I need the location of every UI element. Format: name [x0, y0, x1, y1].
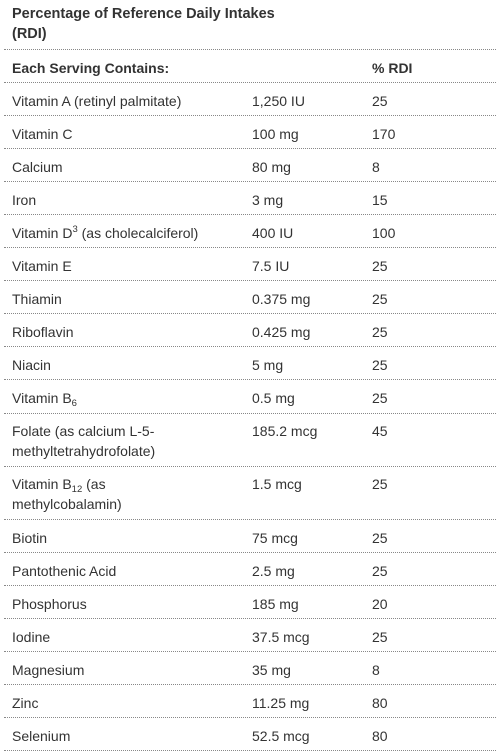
- nutrient-rdi: 25: [372, 530, 388, 546]
- nutrient-name: Vitamin C: [12, 126, 73, 142]
- table-row: Phosphorus 185 mg 20: [4, 585, 496, 619]
- nutrient-name: Selenium: [12, 728, 71, 744]
- nutrient-rdi: 25: [372, 563, 388, 579]
- table-header-row: Each Serving Contains: % RDI: [4, 49, 496, 83]
- nutrient-name: Biotin: [12, 530, 48, 546]
- nutrient-rdi: 8: [372, 159, 380, 175]
- nutrient-rdi: 25: [372, 629, 388, 645]
- table-row: Vitamin E 7.5 IU 25: [4, 247, 496, 281]
- nutrient-amount: 1.5 mcg: [252, 476, 302, 492]
- nutrient-amount: 0.425 mg: [252, 324, 311, 340]
- nutrient-rdi: 25: [372, 291, 388, 307]
- nutrient-name: Vitamin B6: [12, 388, 240, 408]
- nutrient-name: Iron: [12, 192, 37, 208]
- nutrient-name: Phosphorus: [12, 596, 87, 612]
- nutrient-amount: 3 mg: [252, 192, 284, 208]
- table-row: Vitamin B12 (as methylcobalamin) 1.5 mcg …: [4, 466, 496, 520]
- table-row: Pantothenic Acid 2.5 mg 25: [4, 552, 496, 586]
- nutrient-name: Riboflavin: [12, 324, 74, 340]
- nutrient-rdi: 25: [372, 93, 388, 109]
- name-text-suffix: (as cholecalciferol): [77, 225, 199, 241]
- name-text: Vitamin D: [12, 225, 73, 241]
- header-rdi: % RDI: [372, 60, 413, 76]
- nutrient-amount: 0.375 mg: [252, 291, 311, 307]
- nutrient-rdi: 45: [372, 423, 388, 439]
- nutrient-rdi: 15: [372, 192, 388, 208]
- name-line-1: Vitamin B12 (as: [12, 474, 240, 494]
- nutrient-amount: 5 mg: [252, 357, 284, 373]
- name-subscript: 6: [71, 398, 77, 409]
- nutrient-amount: 35 mg: [252, 662, 291, 678]
- nutrient-amount: 80 mg: [252, 159, 291, 175]
- nutrient-rdi: 25: [372, 258, 388, 274]
- table-row: Niacin 5 mg 25: [4, 346, 496, 380]
- nutrient-rdi: 25: [372, 476, 388, 492]
- nutrient-amount: 400 IU: [252, 225, 294, 241]
- nutrient-name: Calcium: [12, 159, 63, 175]
- nutrient-amount: 100 mg: [252, 126, 299, 142]
- nutrient-amount: 1,250 IU: [252, 93, 305, 109]
- table-row: Iron 3 mg 15: [4, 181, 496, 215]
- nutrient-rdi: 170: [372, 126, 396, 142]
- nutrient-rdi: 100: [372, 225, 396, 241]
- table-row: Selenium 52.5 mcg 80: [4, 717, 496, 751]
- nutrient-rdi: 80: [372, 728, 388, 744]
- nutrient-amount: 185.2 mcg: [252, 423, 318, 439]
- table-row: Vitamin D3 (as cholecalciferol) 400 IU 1…: [4, 214, 496, 248]
- table-title: Percentage of Reference Daily Intakes (R…: [12, 6, 275, 42]
- table-row: Vitamin B6 0.5 mg 25: [4, 379, 496, 414]
- table-row: Biotin 75 mcg 25: [4, 519, 496, 553]
- table-row: Zinc 11.25 mg 80: [4, 684, 496, 718]
- nutrient-amount: 2.5 mg: [252, 563, 295, 579]
- nutrient-rdi: 25: [372, 390, 388, 406]
- nutrient-name: Vitamin E: [12, 258, 72, 274]
- nutrient-rdi: 80: [372, 695, 388, 711]
- nutrient-name: Magnesium: [12, 662, 85, 678]
- nutrient-amount: 7.5 IU: [252, 258, 290, 274]
- nutrient-name: Vitamin D3 (as cholecalciferol): [12, 223, 240, 243]
- nutrient-amount: 0.5 mg: [252, 390, 295, 406]
- header-nutrient: Each Serving Contains:: [12, 60, 170, 76]
- table-row: Folate (as calcium L-5- methyltetrahydrof…: [4, 413, 496, 467]
- nutrient-amount: 37.5 mcg: [252, 629, 310, 645]
- nutrient-name: Iodine: [12, 629, 51, 645]
- table-row: Riboflavin 0.425 mg 25: [4, 313, 496, 347]
- nutrient-amount: 185 mg: [252, 596, 299, 612]
- nutrient-rdi: 25: [372, 357, 388, 373]
- name-subscript: 12: [71, 484, 83, 495]
- name-superscript: 3: [72, 224, 78, 235]
- nutrient-amount: 52.5 mcg: [252, 728, 310, 744]
- nutrient-name: Pantothenic Acid: [12, 563, 117, 579]
- nutrient-name: Zinc: [12, 695, 39, 711]
- table-row: Vitamin A (retinyl palmitate) 1,250 IU 2…: [4, 82, 496, 116]
- nutrient-name: Folate (as calcium L-5- methyltetrahydrof…: [12, 421, 240, 461]
- name-text-suffix: (as: [82, 476, 106, 492]
- name-text: Vitamin B: [12, 476, 72, 492]
- nutrient-amount: 75 mcg: [252, 530, 298, 546]
- nutrient-rdi: 8: [372, 662, 380, 678]
- nutrient-name: Vitamin B12 (as methylcobalamin): [12, 474, 240, 514]
- nutrient-name: Thiamin: [12, 291, 62, 307]
- name-line-2: methylcobalamin): [12, 496, 122, 512]
- table-row: Calcium 80 mg 8: [4, 148, 496, 182]
- table-row: Magnesium 35 mg 8: [4, 651, 496, 685]
- nutrient-rdi: 20: [372, 596, 388, 612]
- name-line-1: Folate (as calcium L-5-: [12, 423, 155, 439]
- nutrient-amount: 11.25 mg: [252, 695, 310, 711]
- name-text: Vitamin B: [12, 390, 72, 406]
- table-row: Thiamin 0.375 mg 25: [4, 280, 496, 314]
- name-line-2: methyltetrahydrofolate): [12, 443, 156, 459]
- table-row: Vitamin C 100 mg 170: [4, 115, 496, 149]
- nutrient-rdi: 25: [372, 324, 388, 340]
- table-row: Iodine 37.5 mcg 25: [4, 618, 496, 652]
- nutrient-name: Vitamin A (retinyl palmitate): [12, 93, 182, 109]
- table-bottom-divider: [4, 750, 496, 751]
- nutrient-name: Niacin: [12, 357, 51, 373]
